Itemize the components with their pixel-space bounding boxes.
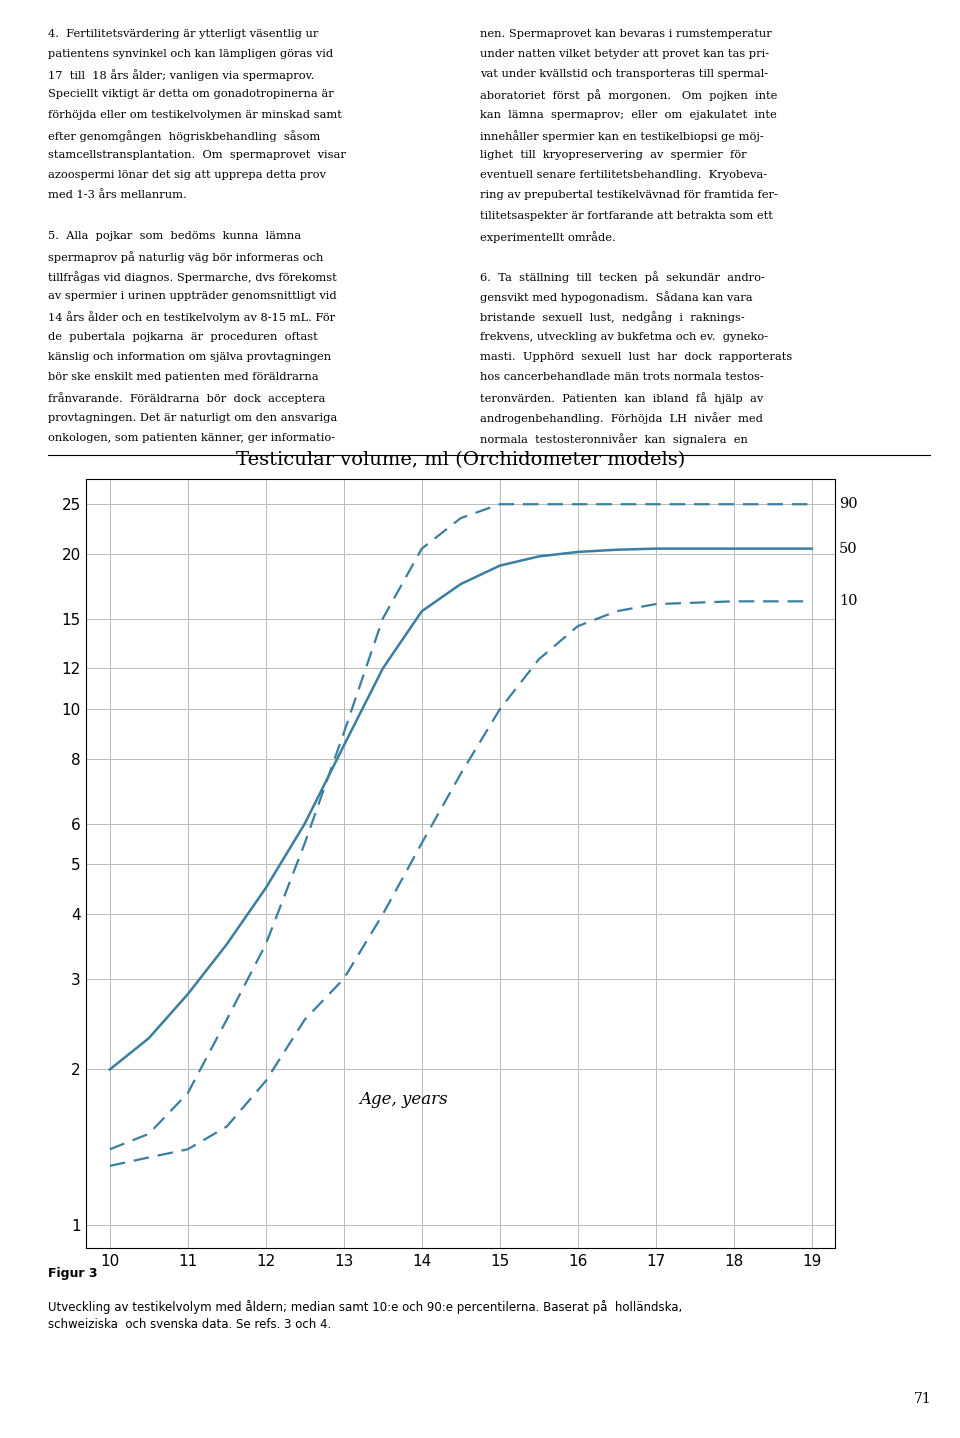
Text: masti.  Upphörd  sexuell  lust  har  dock  rapporterats: masti. Upphörd sexuell lust har dock rap… xyxy=(480,352,792,362)
Text: azoospermi lönar det sig att upprepa detta prov: azoospermi lönar det sig att upprepa det… xyxy=(48,170,325,180)
Text: efter genomgången  högriskbehandling  såsom: efter genomgången högriskbehandling såso… xyxy=(48,129,321,141)
Text: 4.  Fertilitetsvärdering är ytterligt väsentlig ur: 4. Fertilitetsvärdering är ytterligt väs… xyxy=(48,29,319,39)
Text: androgenbehandling.  Förhöjda  LH  nivåer  med: androgenbehandling. Förhöjda LH nivåer m… xyxy=(480,413,763,424)
Text: vat under kvällstid och transporteras till spermal-: vat under kvällstid och transporteras ti… xyxy=(480,69,768,79)
Text: tillfrågas vid diagnos. Spermarche, dvs förekomst: tillfrågas vid diagnos. Spermarche, dvs … xyxy=(48,272,337,283)
Text: 90: 90 xyxy=(839,498,857,512)
Text: hos cancerbehandlade män trots normala testos-: hos cancerbehandlade män trots normala t… xyxy=(480,372,764,383)
Text: normala  testosteronnivåer  kan  signalera  en: normala testosteronnivåer kan signalera … xyxy=(480,433,748,444)
Text: aboratoriet  först  på  morgonen.   Om  pojken  inte: aboratoriet först på morgonen. Om pojken… xyxy=(480,89,778,101)
Text: nen. Spermaprovet kan bevaras i rumstemperatur: nen. Spermaprovet kan bevaras i rumstemp… xyxy=(480,29,772,39)
Text: av spermier i urinen uppträder genomsnittligt vid: av spermier i urinen uppträder genomsnit… xyxy=(48,292,337,302)
Text: 10: 10 xyxy=(839,594,857,608)
Text: bör ske enskilt med patienten med föräldrarna: bör ske enskilt med patienten med föräld… xyxy=(48,372,319,383)
Text: 14 års ålder och en testikelvolym av 8-15 mL. För: 14 års ålder och en testikelvolym av 8-1… xyxy=(48,312,335,324)
Text: Age, years: Age, years xyxy=(359,1091,448,1107)
Text: 17  till  18 års ålder; vanligen via spermaprov.: 17 till 18 års ålder; vanligen via sperm… xyxy=(48,69,314,81)
Text: kan  lämna  spermaprov;  eller  om  ejakulatet  inte: kan lämna spermaprov; eller om ejakulate… xyxy=(480,109,777,119)
Text: onkologen, som patienten känner, ger informatio-: onkologen, som patienten känner, ger inf… xyxy=(48,433,335,443)
Text: med 1-3 års mellanrum.: med 1-3 års mellanrum. xyxy=(48,190,187,200)
Text: frånvarande.  Föräldrarna  bör  dock  acceptera: frånvarande. Föräldrarna bör dock accept… xyxy=(48,393,325,404)
Text: provtagningen. Det är naturligt om den ansvariga: provtagningen. Det är naturligt om den a… xyxy=(48,413,337,423)
Text: stamcellstransplantation.  Om  spermaprovet  visar: stamcellstransplantation. Om spermaprove… xyxy=(48,150,346,160)
Text: Speciellt viktigt är detta om gonadotropinerna är: Speciellt viktigt är detta om gonadotrop… xyxy=(48,89,334,99)
Text: 50: 50 xyxy=(839,542,857,555)
Text: 71: 71 xyxy=(914,1392,931,1406)
Text: tilitetsaspekter är fortfarande att betrakta som ett: tilitetsaspekter är fortfarande att betr… xyxy=(480,210,773,220)
Text: spermaprov på naturlig väg bör informeras och: spermaprov på naturlig väg bör informera… xyxy=(48,252,324,263)
Title: Testicular volume, ml (Orchidometer models): Testicular volume, ml (Orchidometer mode… xyxy=(236,452,685,469)
Text: 5.  Alla  pojkar  som  bedöms  kunna  lämna: 5. Alla pojkar som bedöms kunna lämna xyxy=(48,230,301,240)
Text: eventuell senare fertilitetsbehandling.  Kryobeva-: eventuell senare fertilitetsbehandling. … xyxy=(480,170,767,180)
Text: de  pubertala  pojkarna  är  proceduren  oftast: de pubertala pojkarna är proceduren ofta… xyxy=(48,332,318,342)
Text: teronvärden.  Patienten  kan  ibland  få  hjälp  av: teronvärden. Patienten kan ibland få hjä… xyxy=(480,393,763,404)
Text: förhöjda eller om testikelvolymen är minskad samt: förhöjda eller om testikelvolymen är min… xyxy=(48,109,342,119)
Text: 6.  Ta  ställning  till  tecken  på  sekundär  andro-: 6. Ta ställning till tecken på sekundär … xyxy=(480,272,765,283)
Text: innehåller spermier kan en testikelbiopsi ge möj-: innehåller spermier kan en testikelbiops… xyxy=(480,129,764,141)
Text: känslig och information om själva provtagningen: känslig och information om själva provta… xyxy=(48,352,331,362)
Text: experimentellt område.: experimentellt område. xyxy=(480,230,615,243)
Text: lighet  till  kryopreservering  av  spermier  för: lighet till kryopreservering av spermier… xyxy=(480,150,747,160)
Text: Utveckling av testikelvolym med åldern; median samt 10:e och 90:e percentilerna.: Utveckling av testikelvolym med åldern; … xyxy=(48,1300,683,1330)
Text: frekvens, utveckling av bukfetma och ev.  gyneko-: frekvens, utveckling av bukfetma och ev.… xyxy=(480,332,768,342)
Text: Figur 3: Figur 3 xyxy=(48,1267,98,1280)
Text: patientens synvinkel och kan lämpligen göras vid: patientens synvinkel och kan lämpligen g… xyxy=(48,49,333,59)
Text: ring av prepubertal testikelvävnad för framtida fer-: ring av prepubertal testikelvävnad för f… xyxy=(480,190,778,200)
Text: bristande  sexuell  lust,  nedgång  i  raknings-: bristande sexuell lust, nedgång i raknin… xyxy=(480,312,745,324)
Text: under natten vilket betyder att provet kan tas pri-: under natten vilket betyder att provet k… xyxy=(480,49,769,59)
Text: gensvikt med hypogonadism.  Sådana kan vara: gensvikt med hypogonadism. Sådana kan va… xyxy=(480,292,753,303)
